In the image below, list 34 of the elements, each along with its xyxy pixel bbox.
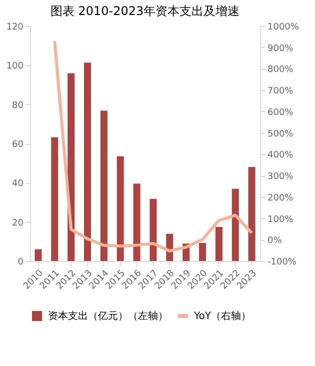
- y2-tick-label: 300%: [268, 172, 294, 182]
- bar: [215, 226, 222, 261]
- bar: [100, 110, 108, 261]
- bar: [150, 198, 157, 261]
- y2-tick-label: 100%: [268, 214, 294, 225]
- y-tick-label: 20: [12, 218, 24, 228]
- bar: [133, 184, 140, 261]
- y2-tick-label: 400%: [268, 150, 294, 161]
- bar: [248, 167, 256, 261]
- bar: [51, 137, 58, 261]
- y-tick-label: 120: [6, 22, 24, 32]
- y-tick-label: 40: [12, 179, 24, 190]
- y2-tick-label: 1000%: [268, 22, 300, 32]
- y2-tick-label: 600%: [268, 108, 294, 118]
- legend-label: 资本支出（亿元）（左轴）: [48, 310, 168, 322]
- bar: [84, 62, 91, 261]
- line-series: [53, 39, 254, 252]
- y-tick-label: 60: [12, 140, 24, 150]
- y2-tick-label: 900%: [268, 44, 294, 54]
- y-tick-label: 80: [12, 100, 24, 111]
- y2-tick-label: 200%: [268, 193, 294, 204]
- bar: [199, 242, 206, 261]
- y2-tick-label: 0%: [268, 236, 282, 246]
- chart-title: 图表 2010-2023年资本支出及增速: [50, 4, 240, 18]
- bar: [232, 188, 239, 261]
- y2-tick-label: 500%: [268, 129, 294, 140]
- y2-tick-label: 700%: [268, 86, 294, 97]
- y2-tick-label: 800%: [268, 65, 294, 76]
- y-tick-label: 100: [6, 62, 24, 72]
- y2-tick-label: -100%: [268, 258, 297, 268]
- legend-label: YoY（右轴）: [193, 310, 252, 322]
- bar: [34, 249, 42, 261]
- bar: [116, 156, 124, 261]
- y-tick-label: 0: [18, 258, 24, 268]
